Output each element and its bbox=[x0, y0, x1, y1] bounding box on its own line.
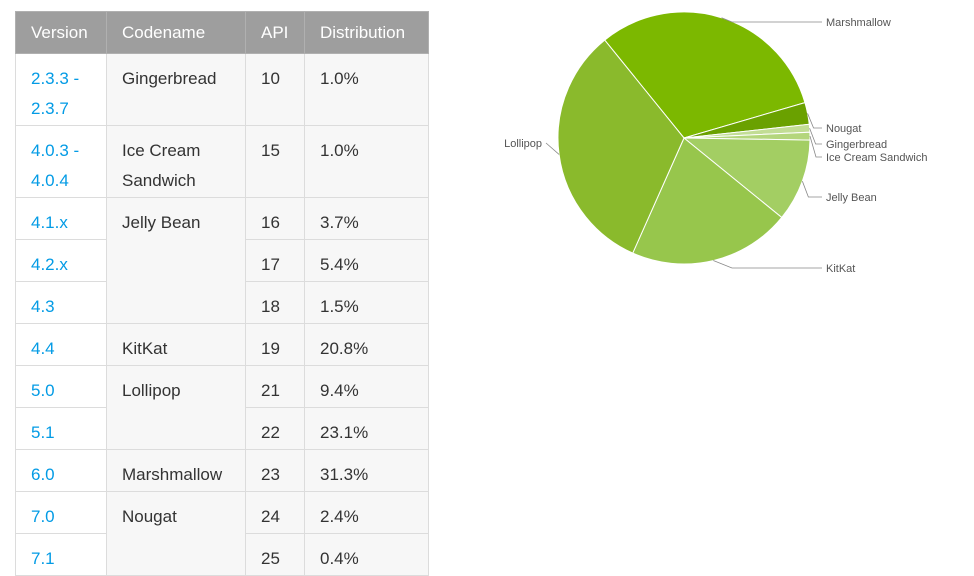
api-cell: 21 bbox=[245, 365, 305, 408]
table-header-row: Version Codename API Distribution bbox=[15, 11, 429, 54]
version-link[interactable]: 4.4 bbox=[15, 323, 107, 366]
distribution-cell: 1.0% bbox=[304, 125, 429, 198]
leader-line bbox=[721, 17, 822, 23]
header-api: API bbox=[245, 11, 305, 54]
api-cell: 15 bbox=[245, 125, 305, 198]
table-row: 4.1.x Jelly Bean 16 3.7% bbox=[15, 197, 429, 324]
version-link[interactable]: 4.2.x bbox=[15, 239, 107, 282]
table-row: 5.0 Lollipop 21 9.4% bbox=[15, 365, 429, 450]
leader-line bbox=[713, 260, 822, 269]
table-row: 4.3 18 1.5% bbox=[15, 281, 429, 324]
leader-line bbox=[807, 113, 822, 129]
pie-leader-lines bbox=[545, 17, 822, 269]
distribution-cell: 3.7% bbox=[304, 197, 429, 240]
table-row: 4.2.x 17 5.4% bbox=[15, 239, 429, 282]
api-cell: 25 bbox=[245, 533, 305, 576]
version-link[interactable]: 5.0 bbox=[15, 365, 107, 408]
version-link[interactable]: 2.3.3 -2.3.7 bbox=[15, 53, 107, 126]
distribution-cell: 2.4% bbox=[304, 491, 429, 534]
pie-label: Marshmallow bbox=[826, 17, 891, 29]
codename-cell: Nougat bbox=[106, 491, 246, 576]
leader-line bbox=[809, 128, 822, 145]
distribution-cell: 0.4% bbox=[304, 533, 429, 576]
codename-cell: Lollipop bbox=[106, 365, 246, 450]
header-distribution: Distribution bbox=[304, 11, 429, 54]
distribution-cell: 23.1% bbox=[304, 407, 429, 450]
table-row: 7.1 25 0.4% bbox=[15, 533, 429, 576]
api-cell: 19 bbox=[245, 323, 305, 366]
version-link[interactable]: 5.1 bbox=[15, 407, 107, 450]
table-row: 4.0.3 -4.0.4 Ice Cream Sandwich 15 1.0% bbox=[15, 125, 429, 198]
codename-cell: Gingerbread bbox=[106, 53, 246, 126]
codename-cell: KitKat bbox=[106, 323, 246, 366]
leader-line bbox=[809, 136, 822, 158]
pie-label: Gingerbread bbox=[826, 139, 887, 151]
leader-line bbox=[801, 181, 822, 198]
distribution-cell: 20.8% bbox=[304, 323, 429, 366]
api-cell: 18 bbox=[245, 281, 305, 324]
version-link[interactable]: 7.0 bbox=[15, 491, 107, 534]
table-row: 6.0 Marshmallow 23 31.3% bbox=[15, 449, 429, 492]
version-link[interactable]: 4.0.3 -4.0.4 bbox=[15, 125, 107, 198]
distribution-cell: 9.4% bbox=[304, 365, 429, 408]
table-row: 4.4 KitKat 19 20.8% bbox=[15, 323, 429, 366]
table-row: 7.0 Nougat 24 2.4% bbox=[15, 491, 429, 576]
version-link[interactable]: 4.3 bbox=[15, 281, 107, 324]
header-codename: Codename bbox=[106, 11, 246, 54]
pie-label: KitKat bbox=[826, 263, 855, 275]
api-cell: 22 bbox=[245, 407, 305, 450]
codename-cell: Marshmallow bbox=[106, 449, 246, 492]
pie-label: Ice Cream Sandwich bbox=[826, 152, 928, 164]
version-link[interactable]: 7.1 bbox=[15, 533, 107, 576]
distribution-table: Version Codename API Distribution 2.3.3 … bbox=[15, 11, 429, 576]
version-link[interactable]: 6.0 bbox=[15, 449, 107, 492]
table-row: 5.1 22 23.1% bbox=[15, 407, 429, 450]
api-cell: 17 bbox=[245, 239, 305, 282]
pie-slices bbox=[557, 11, 811, 265]
header-version: Version bbox=[15, 11, 107, 54]
distribution-cell: 5.4% bbox=[304, 239, 429, 282]
version-link[interactable]: 4.1.x bbox=[15, 197, 107, 240]
pie-label: Nougat bbox=[826, 123, 861, 135]
pie-slice-jelly-bean bbox=[682, 137, 811, 219]
table-row: 2.3.3 -2.3.7 Gingerbread 10 1.0% bbox=[15, 53, 429, 126]
codename-cell: Jelly Bean bbox=[106, 197, 246, 324]
distribution-cell: 1.5% bbox=[304, 281, 429, 324]
codename-cell: Ice Cream Sandwich bbox=[106, 125, 246, 198]
distribution-cell: 31.3% bbox=[304, 449, 429, 492]
api-cell: 24 bbox=[245, 491, 305, 534]
api-cell: 16 bbox=[245, 197, 305, 240]
api-cell: 10 bbox=[245, 53, 305, 126]
leader-line bbox=[545, 142, 560, 155]
api-cell: 23 bbox=[245, 449, 305, 492]
pie-label: Lollipop bbox=[504, 138, 542, 150]
pie-label: Jelly Bean bbox=[826, 192, 877, 204]
distribution-cell: 1.0% bbox=[304, 53, 429, 126]
